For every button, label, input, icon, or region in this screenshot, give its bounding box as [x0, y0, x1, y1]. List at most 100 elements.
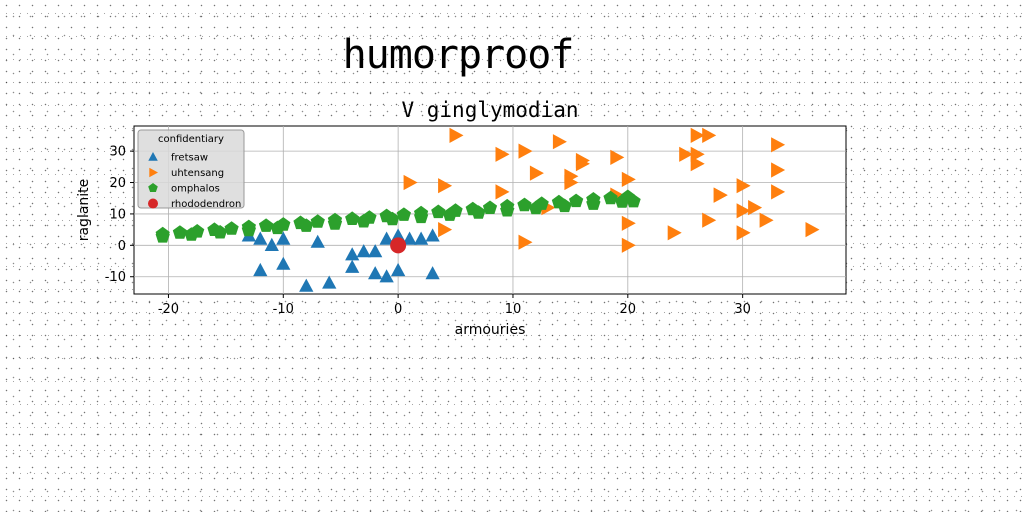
data-point-uhtensang	[771, 184, 786, 200]
legend-label-fretsaw: fretsaw	[171, 153, 208, 164]
legend: confidentiary fretsaw uhtensang omphalos rh…	[137, 129, 245, 210]
data-point-uhtensang	[495, 146, 510, 162]
chart-title: V ginglymodian	[401, 98, 578, 122]
series-rhododendron	[390, 237, 407, 254]
data-point-fretsaw	[414, 231, 429, 245]
data-point-omphalos	[500, 203, 515, 217]
data-point-omphalos	[172, 225, 188, 239]
legend-marker-fretsaw	[148, 152, 158, 161]
data-point-fretsaw	[276, 231, 291, 245]
y-tick-label: 30	[109, 145, 126, 160]
data-point-omphalos	[431, 204, 446, 219]
data-point-fretsaw	[264, 237, 279, 251]
data-point-uhtensang	[564, 174, 579, 191]
legend-label-rhododendron: rhododendron	[171, 199, 241, 210]
data-point-fretsaw	[368, 244, 383, 258]
legend-label-uhtensang: uhtensang	[171, 168, 224, 179]
data-point-uhtensang	[575, 156, 590, 172]
legend-marker-uhtensang	[149, 167, 158, 178]
y-tick-label: 0	[118, 239, 126, 254]
data-point-uhtensang	[748, 200, 763, 216]
data-point-fretsaw	[253, 231, 268, 245]
x-tick-label: 20	[620, 302, 637, 317]
data-point-omphalos	[327, 216, 343, 230]
page-title: humorproof	[342, 32, 575, 78]
data-point-uhtensang	[403, 174, 418, 191]
data-point-rhododendron	[390, 237, 407, 254]
data-point-omphalos	[586, 196, 601, 210]
data-point-uhtensang	[667, 225, 682, 241]
data-point-omphalos	[517, 197, 532, 212]
data-point-fretsaw	[345, 247, 360, 261]
y-axis-label: raglanite	[76, 179, 92, 242]
data-point-uhtensang	[771, 162, 786, 178]
data-point-uhtensang	[679, 146, 694, 162]
data-point-fretsaw	[425, 228, 440, 242]
data-point-uhtensang	[621, 171, 636, 187]
data-point-fretsaw	[356, 244, 371, 258]
series-uhtensang	[403, 127, 820, 253]
data-point-uhtensang	[495, 184, 510, 200]
data-point-uhtensang	[736, 225, 751, 241]
legend-box	[137, 129, 245, 209]
data-point-fretsaw	[425, 266, 440, 280]
data-point-omphalos	[184, 227, 199, 241]
x-axis-label: armouries	[455, 322, 526, 338]
data-point-uhtensang	[438, 222, 453, 238]
data-point-fretsaw	[345, 259, 360, 273]
data-point-omphalos	[241, 222, 256, 237]
data-point-omphalos	[603, 190, 618, 205]
data-point-uhtensang	[702, 127, 717, 143]
data-point-omphalos	[482, 200, 498, 214]
data-point-uhtensang	[805, 222, 820, 238]
data-point-uhtensang	[702, 212, 717, 228]
data-point-uhtensang	[713, 187, 728, 203]
data-point-fretsaw	[253, 262, 268, 277]
data-point-fretsaw	[379, 231, 394, 245]
y-tick-label: -10	[105, 270, 126, 285]
data-point-omphalos	[270, 220, 285, 235]
axes: -20 -10 0 10 20 30 -10 0 10 20 30	[105, 145, 751, 317]
data-point-omphalos	[396, 207, 411, 221]
data-point-uhtensang	[610, 149, 625, 165]
y-tick-label: 20	[109, 176, 126, 191]
data-point-omphalos	[155, 229, 170, 243]
legend-label-omphalos: omphalos	[171, 184, 220, 195]
data-point-fretsaw	[391, 262, 406, 277]
data-point-fretsaw	[310, 234, 325, 248]
legend-marker-omphalos	[148, 183, 158, 192]
data-point-fretsaw	[299, 278, 314, 292]
data-point-uhtensang	[690, 156, 705, 172]
data-point-omphalos	[471, 205, 486, 219]
data-point-fretsaw	[276, 256, 291, 270]
data-point-omphalos	[414, 209, 429, 224]
data-point-fretsaw	[379, 269, 394, 283]
data-point-uhtensang	[449, 127, 464, 143]
data-point-uhtensang	[771, 137, 786, 153]
data-point-omphalos	[299, 218, 314, 232]
data-point-omphalos	[345, 211, 360, 225]
data-point-uhtensang	[438, 178, 453, 194]
legend-marker-rhododendron	[148, 198, 158, 209]
x-tick-label: 10	[505, 302, 522, 317]
data-point-uhtensang	[529, 165, 544, 181]
data-point-uhtensang	[736, 203, 751, 219]
data-point-omphalos	[224, 221, 239, 235]
data-point-uhtensang	[621, 237, 636, 253]
data-point-uhtensang	[621, 215, 636, 231]
data-point-omphalos	[310, 214, 325, 228]
data-point-omphalos	[626, 193, 641, 208]
data-point-uhtensang	[552, 134, 567, 150]
data-point-uhtensang	[518, 234, 533, 250]
data-point-omphalos	[213, 225, 228, 239]
data-point-omphalos	[385, 211, 400, 226]
series-omphalos	[155, 189, 641, 243]
data-point-omphalos	[569, 193, 584, 208]
data-point-omphalos	[528, 200, 544, 215]
data-point-uhtensang	[518, 143, 533, 159]
series-fretsaw	[241, 228, 440, 292]
x-tick-label: 30	[734, 302, 751, 317]
data-point-omphalos	[442, 207, 457, 221]
data-point-uhtensang	[736, 178, 751, 194]
